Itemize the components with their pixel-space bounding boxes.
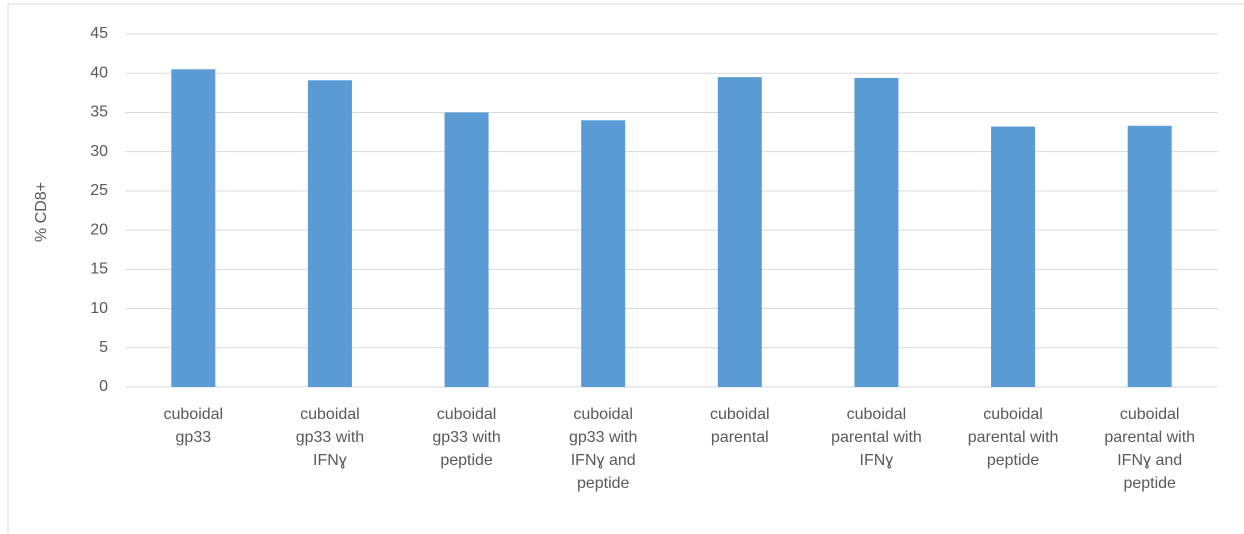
x-tick-label: cuboidal gp33 with peptide bbox=[432, 406, 501, 469]
x-tick-label: cuboidal parental with IFNɣ bbox=[831, 406, 922, 469]
x-tick-label: cuboidal gp33 bbox=[163, 406, 224, 446]
bar bbox=[307, 80, 352, 387]
bar bbox=[854, 77, 899, 387]
y-tick-label: 25 bbox=[90, 182, 108, 199]
y-tick-label: 40 bbox=[90, 64, 108, 81]
y-tick-label: 45 bbox=[90, 25, 108, 42]
bar bbox=[171, 69, 216, 388]
x-tick-label: cuboidal parental bbox=[710, 406, 770, 446]
y-tick-label: 5 bbox=[99, 339, 108, 356]
y-axis-label: % CD8+ bbox=[33, 182, 50, 242]
x-tick-label: cuboidal gp33 with IFNɣ bbox=[295, 406, 365, 469]
x-tick-label: cuboidal gp33 with IFNɣ and peptide bbox=[568, 406, 638, 492]
chart-border bbox=[7, 3, 1244, 534]
bar bbox=[581, 120, 626, 388]
x-tick-label: cuboidal parental with peptide bbox=[967, 406, 1059, 469]
y-tick-label: 10 bbox=[90, 300, 108, 317]
x-tick-label: cuboidal parental with IFNɣ and peptide bbox=[1104, 406, 1196, 492]
bar bbox=[717, 77, 762, 388]
y-tick-label: 30 bbox=[90, 143, 108, 160]
bar bbox=[1127, 125, 1172, 387]
bar bbox=[991, 126, 1036, 387]
y-tick-label: 20 bbox=[90, 221, 108, 238]
y-tick-label: 15 bbox=[90, 261, 108, 278]
bar bbox=[444, 112, 489, 387]
y-tick-label: 0 bbox=[99, 378, 108, 395]
y-tick-label: 35 bbox=[90, 104, 108, 121]
